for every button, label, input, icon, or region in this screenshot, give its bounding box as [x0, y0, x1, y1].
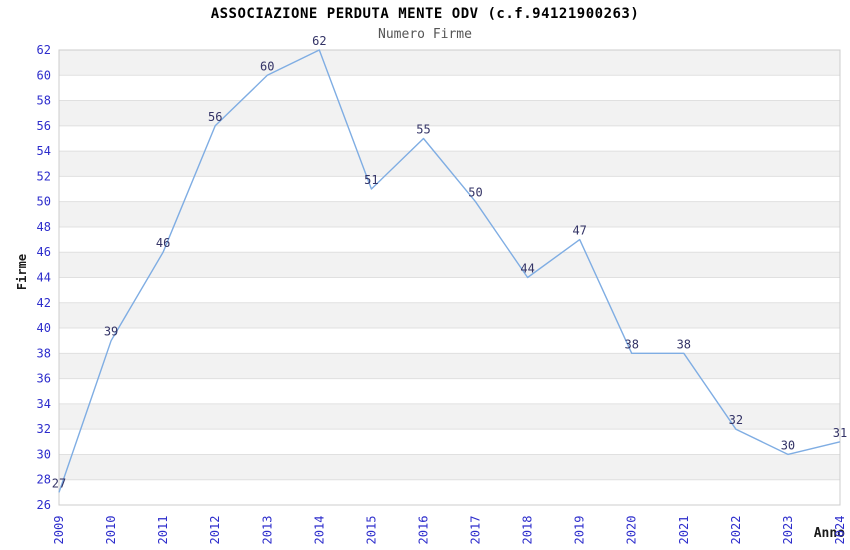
plot-band [59, 50, 840, 76]
y-tick-label: 46 [37, 245, 51, 259]
x-tick-label: 2012 [208, 516, 222, 545]
plot-band [59, 201, 840, 227]
data-point-label: 31 [833, 426, 847, 440]
y-tick-label: 32 [37, 422, 51, 436]
data-point-label: 32 [729, 413, 743, 427]
y-tick-label: 28 [37, 473, 51, 487]
y-tick-label: 54 [37, 144, 51, 158]
x-tick-label: 2017 [469, 516, 483, 545]
y-tick-label: 58 [37, 94, 51, 108]
data-point-label: 50 [468, 186, 482, 200]
plot-band [59, 151, 840, 177]
y-tick-label: 30 [37, 447, 51, 461]
x-tick-label: 2024 [833, 516, 847, 545]
y-tick-label: 44 [37, 271, 51, 285]
x-tick-label: 2021 [677, 516, 691, 545]
x-tick-label: 2016 [416, 516, 430, 545]
x-tick-label: 2023 [781, 516, 795, 545]
x-tick-label: 2022 [729, 516, 743, 545]
data-point-label: 51 [364, 173, 378, 187]
plot-band [59, 403, 840, 430]
y-tick-label: 56 [37, 119, 51, 133]
y-tick-label: 34 [37, 397, 51, 411]
data-point-label: 56 [208, 110, 222, 124]
y-tick-label: 38 [37, 346, 51, 360]
x-axis-title: Anno [813, 526, 845, 541]
x-tick-label: 2011 [156, 516, 170, 545]
chart-subtitle: Numero Firme [378, 27, 472, 42]
y-tick-label: 62 [37, 43, 51, 57]
x-tick-label: 2009 [52, 516, 66, 545]
y-tick-label: 42 [37, 296, 51, 310]
y-tick-label: 52 [37, 169, 51, 183]
data-point-label: 38 [677, 337, 691, 351]
data-point-label: 55 [416, 122, 430, 136]
data-point-label: 47 [572, 224, 586, 238]
y-tick-label: 48 [37, 220, 51, 234]
data-point-label: 39 [104, 325, 118, 339]
chart-title: ASSOCIAZIONE PERDUTA MENTE ODV (c.f.9412… [210, 6, 640, 22]
plot-band [59, 353, 840, 379]
data-point-label: 46 [156, 236, 170, 250]
plot-border [58, 49, 841, 506]
y-tick-label: 50 [37, 195, 51, 209]
plot-band [59, 302, 840, 329]
data-point-label: 27 [52, 476, 66, 490]
data-point-label: 44 [520, 262, 534, 276]
x-tick-label: 2018 [521, 516, 535, 545]
data-line [58, 49, 841, 493]
x-tick-label: 2013 [260, 516, 274, 545]
data-point-label: 38 [625, 337, 639, 351]
data-point-label: 60 [260, 59, 274, 73]
plot-band [59, 100, 840, 126]
y-tick-label: 36 [37, 372, 51, 386]
x-tick-label: 2014 [312, 516, 326, 545]
y-tick-label: 26 [37, 498, 51, 512]
plot-band [59, 252, 840, 278]
data-point-label: 62 [312, 34, 326, 48]
y-tick-label: 40 [37, 321, 51, 335]
plot-band [59, 454, 840, 480]
y-tick-label: 60 [37, 68, 51, 82]
x-tick-label: 2010 [104, 516, 118, 545]
x-tick-label: 2019 [573, 516, 587, 545]
data-point-label: 30 [781, 438, 795, 452]
x-tick-label: 2020 [625, 516, 639, 545]
x-tick-label: 2015 [364, 516, 378, 545]
